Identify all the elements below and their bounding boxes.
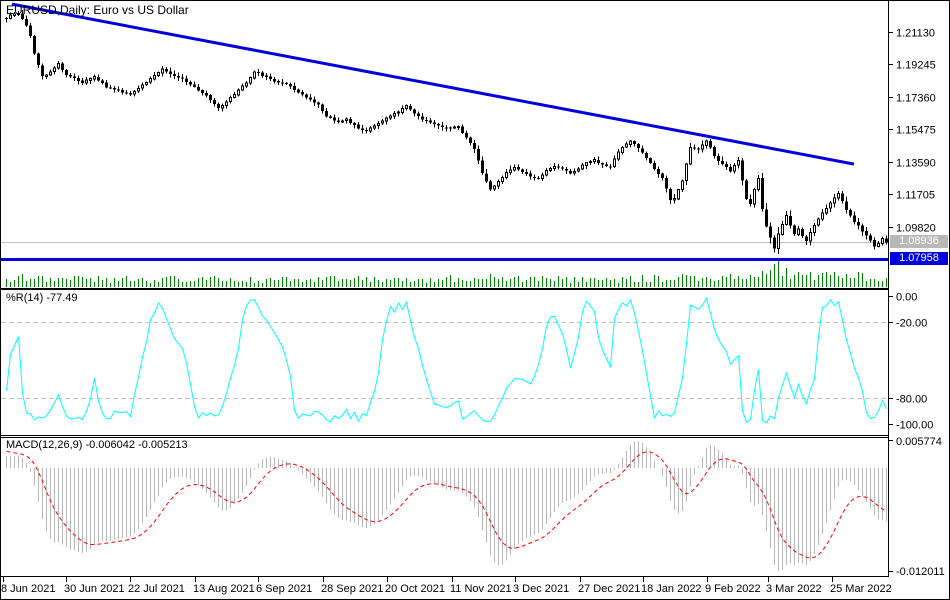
svg-text:1.21130: 1.21130 [896,28,935,40]
svg-text:6 Sep 2021: 6 Sep 2021 [256,583,312,595]
svg-text:28 Sep 2021: 28 Sep 2021 [321,583,383,595]
macd-histogram [6,441,887,571]
wpr-gridlines [1,322,888,399]
svg-text:1.19245: 1.19245 [896,60,936,72]
svg-text:0.005774: 0.005774 [896,436,942,448]
svg-text:25 Mar 2022: 25 Mar 2022 [830,583,892,595]
macd-indicator-label: MACD(12,26,9) -0.006042 -0.005213 [6,439,188,451]
svg-text:18 Jan 2022: 18 Jan 2022 [641,583,702,595]
svg-text:8 Jun 2021: 8 Jun 2021 [1,583,55,595]
svg-text:0.00: 0.00 [896,292,917,304]
volume-bars [6,261,887,287]
support-price-badge: 1.07958 [890,252,948,265]
svg-text:-0.012011: -0.012011 [896,566,945,578]
time-axis: 8 Jun 2021 30 Jun 2021 22 Jul 2021 13 Aug 2… [1,577,892,595]
candles [5,10,888,254]
trendline[interactable] [11,2,855,166]
svg-text:3 Dec 2021: 3 Dec 2021 [513,583,569,595]
svg-text:1.11705: 1.11705 [896,190,935,202]
svg-text:1.15475: 1.15475 [896,125,936,137]
chart-title: EURUSD,Daily: Euro vs US Dollar [6,3,189,17]
wpr-axis: 0.00 -20.00 -80.00 -100.00 [888,292,933,432]
wpr-indicator-label: %R(14) -77.49 [6,292,78,304]
svg-text:3 Mar 2022: 3 Mar 2022 [766,583,822,595]
svg-text:9 Feb 2022: 9 Feb 2022 [705,583,761,595]
svg-text:13 Aug 2021: 13 Aug 2021 [193,583,255,595]
svg-text:1.09820: 1.09820 [896,223,936,235]
svg-text:27 Dec 2021: 27 Dec 2021 [578,583,640,595]
wpr-line [6,297,887,424]
svg-text:1.13590: 1.13590 [896,158,936,170]
svg-text:22 Jul 2021: 22 Jul 2021 [128,583,185,595]
svg-text:-100.00: -100.00 [896,420,933,432]
svg-text:1.17360: 1.17360 [896,93,936,105]
svg-text:11 Nov 2021: 11 Nov 2021 [450,583,512,595]
svg-text:-80.00: -80.00 [896,394,927,406]
macd-axis: 0.005774 -0.012011 [888,436,945,578]
svg-text:20 Oct 2021: 20 Oct 2021 [385,583,445,595]
current-price-badge: 1.08936 [890,235,948,248]
svg-text:30 Jun 2021: 30 Jun 2021 [64,583,125,595]
svg-text:-20.00: -20.00 [896,318,927,330]
macd-signal-line [6,450,887,559]
price-axis: 1.21130 1.19245 1.17360 1.15475 1.13590 1.117… [888,28,936,235]
